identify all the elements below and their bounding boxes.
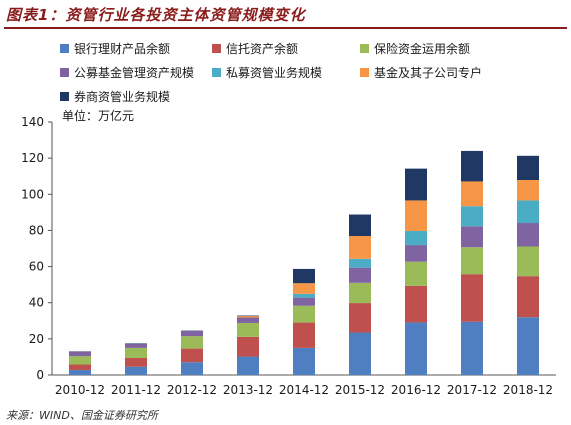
legend-swatch	[60, 68, 69, 77]
x-tick-label: 2010-12	[55, 383, 105, 397]
bar-segment	[349, 303, 371, 333]
legend-item: 私募资管业务规模	[212, 64, 322, 81]
bar-segment	[237, 322, 259, 337]
bar-segment	[181, 348, 203, 363]
bar-segment	[69, 364, 91, 370]
x-tick-label: 2017-12	[447, 383, 497, 397]
bar-segment	[349, 282, 371, 304]
bar-segment	[405, 230, 427, 246]
bar-segment	[405, 261, 427, 286]
bar-segment	[349, 332, 371, 375]
unit-label: 单位：万亿元	[62, 109, 135, 123]
y-tick-label: 100	[21, 187, 44, 201]
bar-segment	[461, 321, 483, 375]
y-tick-label: 140	[21, 115, 44, 129]
legend-label: 基金及其子公司专户	[374, 66, 483, 80]
bar-segment	[69, 351, 91, 357]
y-tick-label: 0	[36, 368, 44, 382]
bar-segment	[517, 317, 539, 375]
legend-swatch	[212, 68, 221, 77]
x-tick-label: 2011-12	[111, 383, 161, 397]
bar-segment	[237, 315, 259, 317]
bar-segment	[293, 347, 315, 375]
legend-swatch	[360, 68, 369, 77]
bar-segment	[181, 362, 203, 375]
bar-segment	[517, 223, 539, 247]
x-tick-label: 2012-12	[167, 383, 217, 397]
bar-segment	[349, 236, 371, 259]
bar-segment	[461, 226, 483, 248]
title-divider	[4, 27, 567, 29]
legend-label: 券商资管业务规模	[74, 90, 171, 104]
bar-segment	[181, 330, 203, 337]
bar-segment	[405, 322, 427, 375]
bar-segment	[517, 246, 539, 277]
x-tick-label: 2013-12	[223, 383, 273, 397]
legend-swatch	[360, 44, 369, 53]
bar-segment	[293, 283, 315, 294]
bar-segment	[237, 356, 259, 375]
y-tick-label: 20	[29, 332, 44, 346]
figure-title: 图表1：资管行业各投资主体资管规模变化	[6, 6, 306, 24]
bar-segment	[461, 181, 483, 207]
bar-segment	[461, 247, 483, 275]
bar-segment	[125, 366, 147, 375]
bar-segment	[125, 358, 147, 367]
bar-segment	[405, 168, 427, 201]
legend-label: 银行理财产品余额	[74, 42, 171, 56]
legend-label: 公募基金管理资产规模	[74, 66, 195, 80]
legend-item: 基金及其子公司专户	[360, 64, 482, 81]
x-tick-label: 2018-12	[503, 383, 553, 397]
bar-segment	[125, 347, 147, 359]
y-tick-label: 40	[29, 296, 44, 310]
bar-segment	[293, 293, 315, 298]
bar-segment	[181, 336, 203, 349]
legend-item: 公募基金管理资产规模	[60, 64, 194, 81]
bar-segment	[405, 245, 427, 262]
y-tick-label: 60	[29, 260, 44, 274]
x-tick-label: 2014-12	[279, 383, 329, 397]
legend-item: 保险资金运用余额	[360, 40, 470, 57]
bar-segment	[517, 155, 539, 181]
bar-segment	[293, 322, 315, 348]
bar-segment	[125, 343, 147, 344]
legend-label: 私募资管业务规模	[226, 66, 323, 80]
bar-segment	[293, 268, 315, 284]
bar-segment	[237, 316, 259, 318]
bar-segment	[237, 336, 259, 357]
legend-swatch	[212, 44, 221, 53]
bar-segment	[405, 285, 427, 323]
bar-segment	[517, 276, 539, 318]
legend-swatch	[60, 92, 69, 101]
legend-item: 信托资产余额	[212, 40, 298, 57]
legend-label: 信托资产余额	[226, 42, 299, 56]
bar-segment	[349, 214, 371, 237]
bar-segment	[517, 200, 539, 224]
bar-segment	[405, 200, 427, 231]
bar-segment	[293, 305, 315, 323]
legend-item: 银行理财产品余额	[60, 40, 170, 57]
source-note: 来源：WIND、国金证券研究所	[6, 409, 158, 422]
bar-segment	[237, 317, 259, 323]
y-tick-label: 120	[21, 151, 44, 165]
bar-segment	[349, 267, 371, 283]
bar-segment	[125, 343, 147, 348]
bar-segment	[461, 206, 483, 227]
x-tick-label: 2016-12	[391, 383, 441, 397]
bar-segment	[293, 297, 315, 306]
bar-segment	[461, 274, 483, 322]
bar-segment	[517, 180, 539, 201]
legend-swatch	[60, 44, 69, 53]
legend-label: 保险资金运用余额	[374, 42, 471, 56]
legend-item: 券商资管业务规模	[60, 88, 170, 105]
bar-segment	[349, 258, 371, 268]
bar-segment	[69, 369, 91, 375]
bar-segment	[69, 356, 91, 365]
bar-segment	[461, 150, 483, 182]
x-tick-label: 2015-12	[335, 383, 385, 397]
y-tick-label: 80	[29, 223, 44, 237]
